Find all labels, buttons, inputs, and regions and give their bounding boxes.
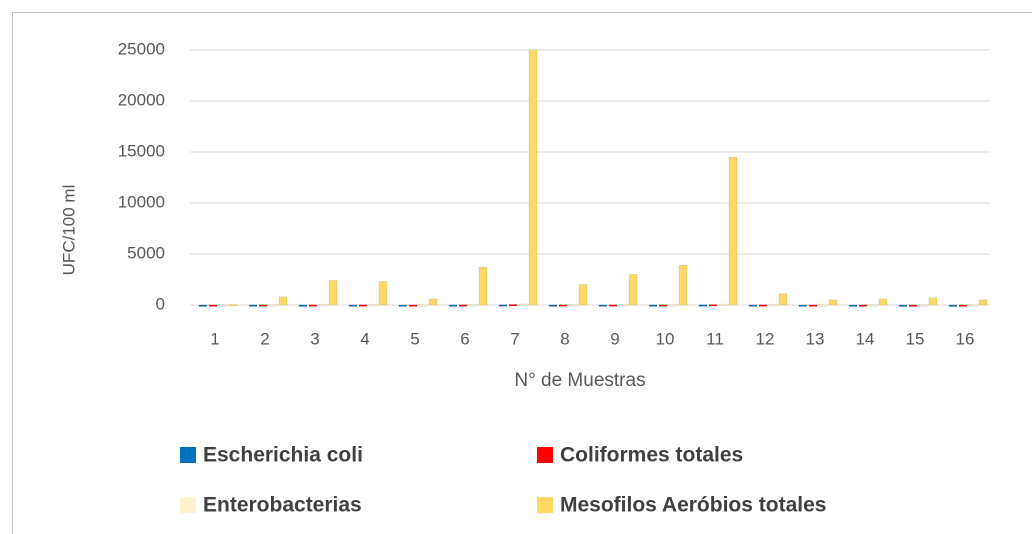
legend-swatch <box>180 447 196 463</box>
bar <box>478 266 488 306</box>
bar <box>318 304 328 307</box>
legend-label: Coliformes totales <box>560 444 743 467</box>
y-tick-label: 0 <box>156 294 165 313</box>
bar <box>218 304 228 307</box>
bar <box>528 49 538 306</box>
bar <box>828 299 838 306</box>
bar <box>628 274 638 306</box>
bar <box>578 284 588 306</box>
x-axis-title: N° de Muestras <box>514 370 645 391</box>
bar <box>698 304 708 307</box>
bar <box>818 304 828 307</box>
bar <box>618 304 628 307</box>
bar <box>958 304 968 307</box>
bar <box>258 304 268 307</box>
bar <box>768 304 778 307</box>
bar <box>408 304 418 307</box>
bar <box>378 281 388 306</box>
x-tick-label: 1 <box>210 329 219 348</box>
x-tick-label: 4 <box>360 329 369 348</box>
bar <box>968 304 978 307</box>
bar <box>668 304 678 307</box>
bar <box>598 304 608 307</box>
chart-border <box>12 12 1032 534</box>
bar <box>518 303 528 306</box>
bar <box>548 304 558 307</box>
bar <box>268 304 278 307</box>
bar <box>228 304 238 307</box>
bar <box>798 304 808 307</box>
bar <box>248 304 258 307</box>
bar <box>648 304 658 307</box>
bar <box>468 304 478 307</box>
legend-label: Mesofilos Aeróbios totales <box>560 494 826 517</box>
bar <box>878 298 888 306</box>
x-tick-label: 14 <box>856 329 875 348</box>
bar <box>568 304 578 307</box>
bar <box>328 280 338 306</box>
bar <box>308 304 318 307</box>
bar <box>778 293 788 306</box>
x-tick-label: 12 <box>756 329 775 348</box>
x-tick-label: 5 <box>410 329 419 348</box>
x-tick-label: 6 <box>460 329 469 348</box>
x-tick-label: 10 <box>656 329 675 348</box>
bar <box>448 304 458 307</box>
bar <box>898 304 908 307</box>
bar <box>358 304 368 307</box>
y-tick-label: 15000 <box>118 141 165 160</box>
bar <box>748 304 758 307</box>
bar <box>708 304 718 307</box>
legend-label: Enterobacterias <box>203 494 362 517</box>
legend-swatch <box>537 497 553 513</box>
y-tick-label: 20000 <box>118 90 165 109</box>
bar <box>978 299 988 306</box>
bar <box>758 304 768 307</box>
x-tick-label: 15 <box>906 329 925 348</box>
bar <box>208 304 218 307</box>
legend-swatch <box>180 497 196 513</box>
y-axis-title: UFC/100 ml <box>59 185 78 276</box>
bar <box>658 304 668 307</box>
bar <box>428 298 438 306</box>
bar <box>398 304 408 307</box>
bar <box>848 304 858 307</box>
bar <box>508 304 518 307</box>
x-tick-label: 11 <box>706 329 724 348</box>
bar <box>728 156 738 306</box>
bar <box>928 297 938 306</box>
bar <box>608 304 618 307</box>
x-tick-label: 16 <box>956 329 975 348</box>
x-tick-label: 3 <box>310 329 319 348</box>
bar <box>858 304 868 307</box>
bar <box>458 304 468 307</box>
bar <box>678 264 688 306</box>
x-tick-label: 9 <box>610 329 619 348</box>
bar <box>558 304 568 307</box>
y-tick-label: 25000 <box>118 39 165 58</box>
legend-label: Escherichia coli <box>203 444 363 467</box>
x-tick-label: 8 <box>560 329 569 348</box>
bar <box>808 304 818 307</box>
bar <box>948 304 958 307</box>
x-tick-label: 2 <box>260 329 269 348</box>
bar <box>718 303 728 306</box>
y-tick-label: 5000 <box>127 243 165 262</box>
bar <box>368 304 378 307</box>
bar <box>198 304 208 307</box>
bar <box>418 304 428 307</box>
bar <box>918 304 928 307</box>
x-tick-label: 7 <box>510 329 519 348</box>
bar <box>348 304 358 307</box>
x-tick-label: 13 <box>806 329 825 348</box>
bar <box>868 304 878 307</box>
bar <box>908 304 918 307</box>
bar <box>498 304 508 307</box>
bar <box>278 296 288 306</box>
legend-swatch <box>537 447 553 463</box>
y-tick-label: 10000 <box>118 192 165 211</box>
bar <box>298 304 308 307</box>
